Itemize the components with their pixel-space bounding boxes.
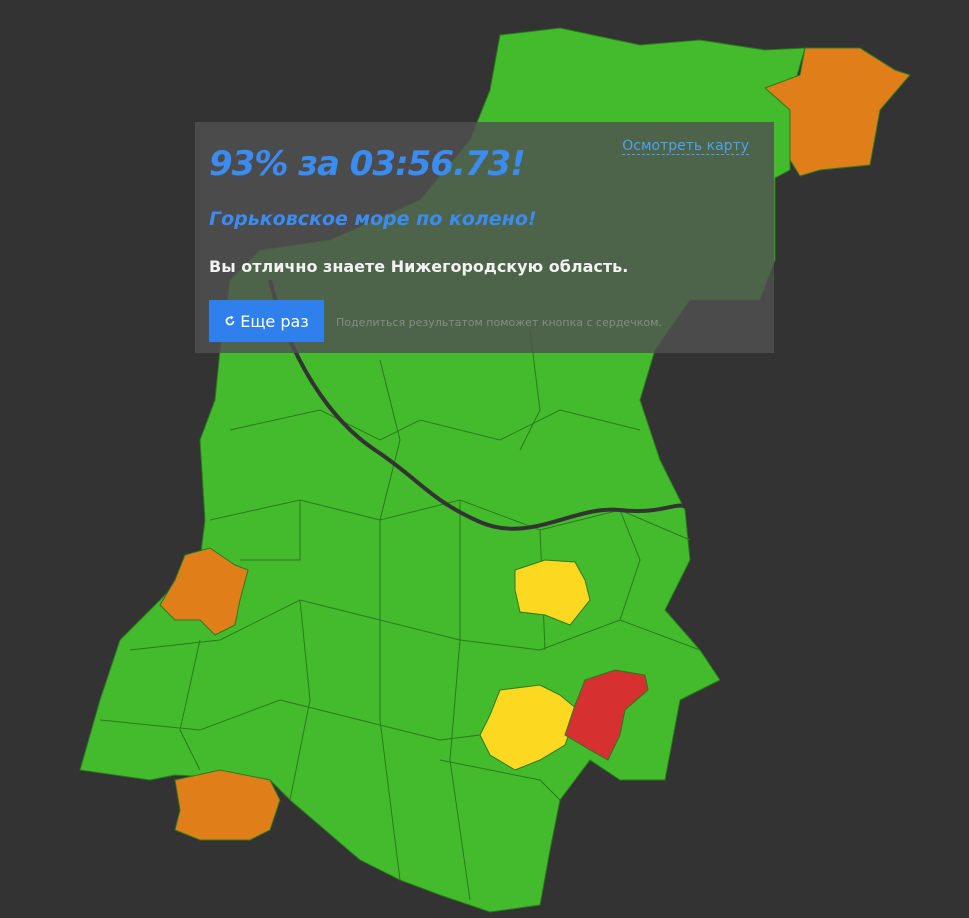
- retry-label: Еще раз: [240, 311, 309, 331]
- slogan: Горьковское море по колено!: [209, 208, 537, 230]
- region-red: [564, 669, 649, 761]
- result-panel: 93% за 03:56.73! Осмотреть карту Горьков…: [195, 122, 774, 353]
- message: Вы отлично знаете Нижегородскую область.: [209, 257, 629, 276]
- retry-icon: [225, 315, 235, 326]
- score: 93% за 03:56.73!: [209, 144, 526, 184]
- region-orange: [159, 547, 249, 636]
- retry-button[interactable]: Еще раз: [209, 300, 324, 342]
- hint: Поделиться результатом поможет кнопка с …: [336, 316, 662, 329]
- region-yellow: [479, 684, 579, 771]
- region-orange: [764, 47, 911, 177]
- river: [268, 279, 691, 531]
- region-yellow: [514, 559, 591, 626]
- region-orange: [174, 769, 281, 841]
- view-map-link[interactable]: Осмотреть карту: [622, 138, 749, 155]
- district-borders: [99, 329, 701, 901]
